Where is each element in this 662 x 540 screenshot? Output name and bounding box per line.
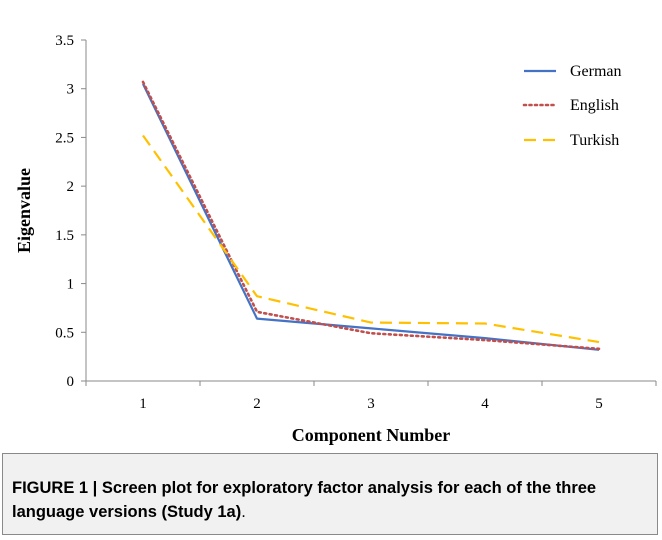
caption-tail: . xyxy=(241,503,246,521)
series-lines xyxy=(141,80,601,351)
axes xyxy=(85,40,656,382)
y-tick-label: 1 xyxy=(67,277,75,293)
x-axis-title: Component Number xyxy=(292,425,451,445)
y-axis-ticks: 0 0.5 1 1.5 2 2.5 3 3.5 xyxy=(55,33,86,390)
legend-label: English xyxy=(570,97,619,114)
series-line-english xyxy=(141,80,601,351)
x-tick-label: 3 xyxy=(367,396,375,412)
series-line-turkish xyxy=(142,134,600,344)
y-tick-label: 2.5 xyxy=(55,130,74,146)
x-tick-label: 5 xyxy=(595,396,603,412)
y-tick-label: 0.5 xyxy=(55,325,74,341)
legend: German English Turkish xyxy=(522,63,622,149)
y-tick-label: 3 xyxy=(67,82,75,98)
x-axis-ticks: 1 2 3 4 5 xyxy=(85,381,657,412)
legend-label: German xyxy=(570,63,622,80)
y-tick-label: 0 xyxy=(67,374,75,390)
y-tick-label: 3.5 xyxy=(55,33,74,49)
plot-panel xyxy=(2,2,658,454)
legend-label: Turkish xyxy=(570,132,619,149)
x-tick-label: 1 xyxy=(139,396,147,412)
y-tick-label: 2 xyxy=(67,179,75,195)
figure-caption: FIGURE 1 | Screen plot for exploratory f… xyxy=(12,476,648,524)
series-line-german xyxy=(142,83,600,351)
caption-label: FIGURE 1 | Screen plot for exploratory f… xyxy=(12,479,597,521)
x-tick-label: 4 xyxy=(481,396,489,412)
scree-plot: 0 0.5 1 1.5 2 2.5 3 3.5 1 2 3 4 5 German English Turk… xyxy=(14,33,657,445)
y-axis-title: Eigenvalue xyxy=(14,168,34,253)
x-tick-label: 2 xyxy=(253,396,261,412)
y-tick-label: 1.5 xyxy=(55,228,74,244)
